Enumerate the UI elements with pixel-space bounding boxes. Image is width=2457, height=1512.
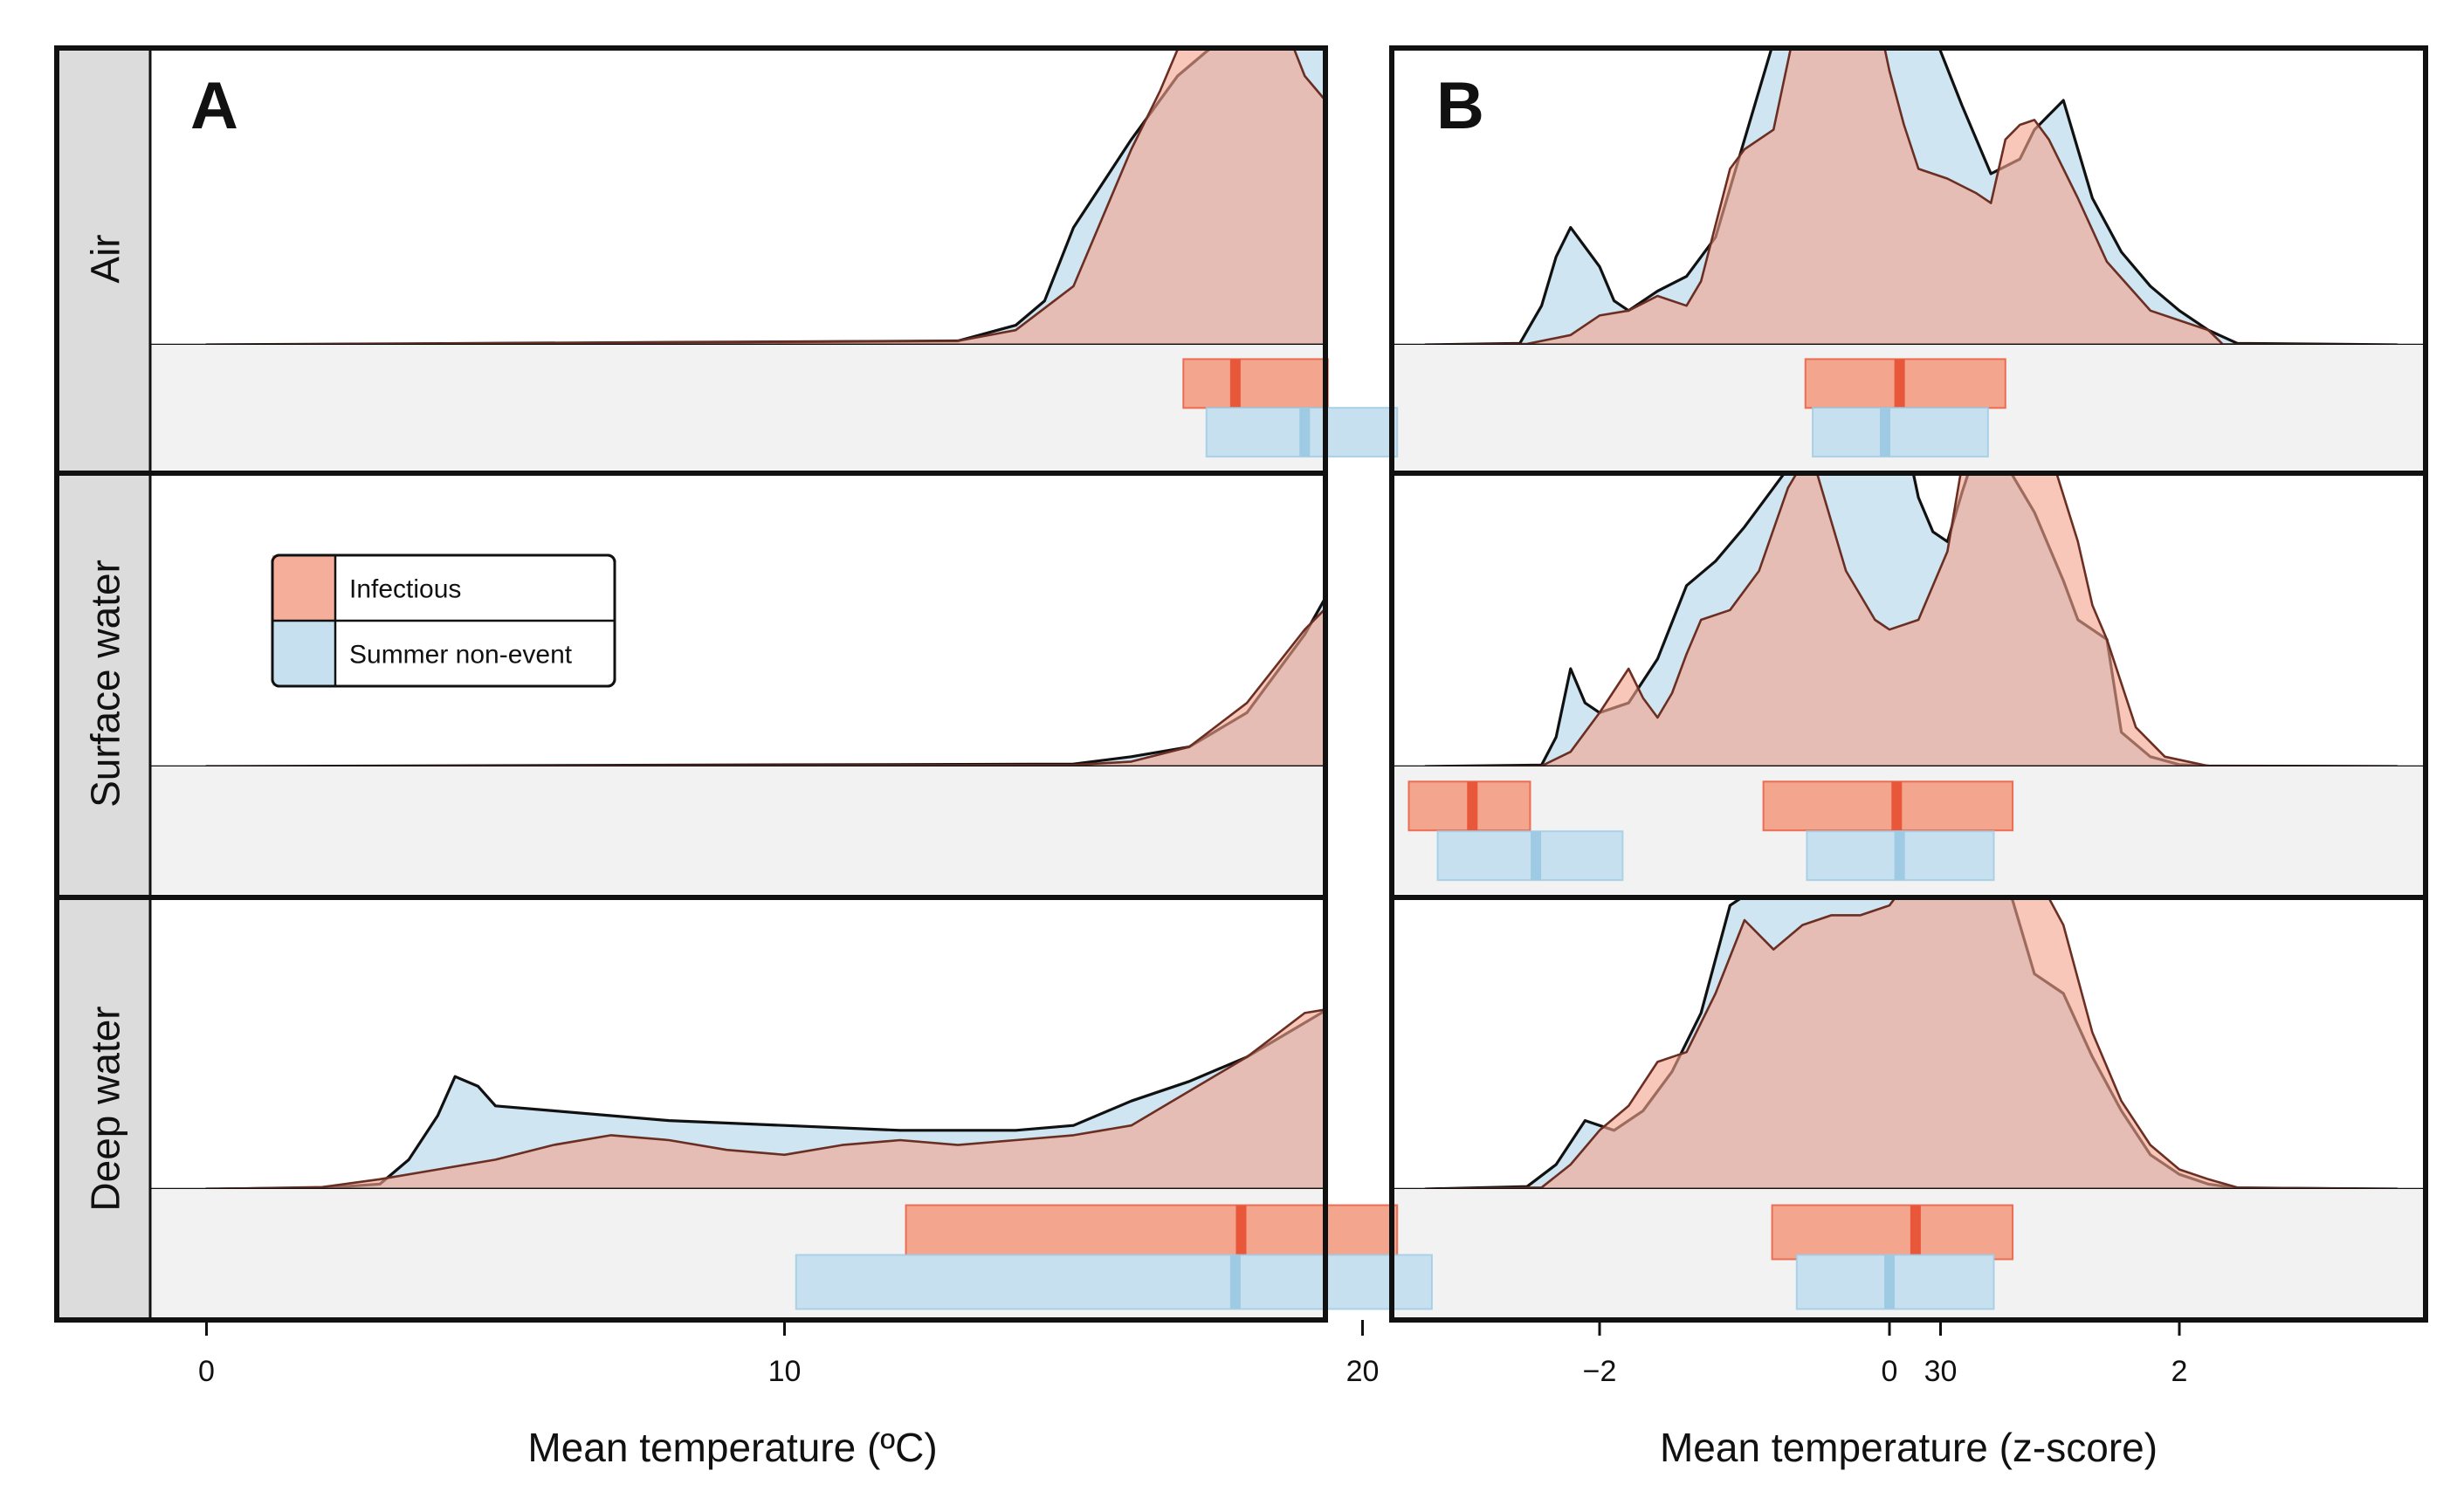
interval-band-infectious-a-air xyxy=(1182,358,1329,409)
strip-label-surface-water: Surface water xyxy=(83,560,128,808)
x-tick-label-a-1: 10 xyxy=(768,1355,802,1388)
legend-swatch-summer-non-event xyxy=(272,621,335,686)
legend: Infectious Summer non-event xyxy=(271,553,616,688)
density-group-b-deep-water xyxy=(1392,897,2426,1189)
density-infectious-a-deep-water xyxy=(205,1008,1325,1189)
x-tick-label-a-3: 30 xyxy=(1924,1355,1958,1388)
median-mark-summer-non-event-a-deep-water xyxy=(1229,1254,1241,1309)
median-mark-infectious-b-air xyxy=(1894,359,1905,409)
x-tick-label-a-0: 0 xyxy=(198,1355,215,1388)
density-infectious-a-surface-water xyxy=(205,607,1325,766)
median-mark-summer-non-event-a-air xyxy=(1299,408,1311,457)
interval-area-a-surface-water xyxy=(150,766,1325,894)
density-group-a-air xyxy=(150,48,1325,345)
legend-swatch-infectious xyxy=(272,555,335,621)
x-tick-label-a-2: 20 xyxy=(1346,1355,1380,1388)
x-tick-label-b-2: 2 xyxy=(2171,1355,2188,1388)
interval-area-a-air xyxy=(150,345,1325,470)
interval-band-infectious-b-air xyxy=(1804,358,2006,409)
strip-label-deep-water: Deep water xyxy=(83,1006,128,1211)
x-tick-label-b-1: 0 xyxy=(1882,1355,1898,1388)
density-infectious-b-surface-water xyxy=(1424,473,2398,766)
interval-band-summer-non-event-a-surface-water xyxy=(1436,830,1624,882)
density-infectious-b-air xyxy=(1424,48,2398,345)
density-group-a-surface-water xyxy=(150,594,1325,766)
median-mark-infectious-b-surface-water xyxy=(1891,781,1903,831)
median-mark-summer-non-event-b-air xyxy=(1880,408,1891,457)
density-group-a-deep-water xyxy=(150,1008,1325,1189)
interval-band-summer-non-event-b-deep-water xyxy=(1795,1254,1995,1310)
interval-band-summer-non-event-b-air xyxy=(1812,407,1989,458)
interval-band-infectious-b-deep-water xyxy=(1771,1204,2014,1261)
strip-label-air: Air xyxy=(83,234,128,283)
x-tick-label-b-0: −2 xyxy=(1583,1355,1617,1388)
x-axis-title-a: Mean temperature (ºC) xyxy=(527,1425,937,1470)
row-strip-background xyxy=(57,48,150,1320)
median-mark-infectious-a-surface-water xyxy=(1467,781,1478,831)
density-infectious-a-air xyxy=(205,48,1325,345)
median-mark-summer-non-event-b-surface-water xyxy=(1894,831,1905,881)
x-axis-title-b: Mean temperature (z-score) xyxy=(1660,1425,2158,1470)
legend-label-infectious: Infectious xyxy=(349,575,461,604)
median-mark-infectious-a-air xyxy=(1229,359,1241,409)
panel-letter-a: A xyxy=(190,69,238,143)
interval-band-infectious-b-surface-water xyxy=(1762,780,2014,832)
interval-band-infectious-a-deep-water xyxy=(905,1204,1399,1261)
panel-letter-b: B xyxy=(1436,69,1484,143)
interval-band-summer-non-event-a-deep-water xyxy=(795,1254,1433,1310)
panel-border-a xyxy=(54,45,1328,1323)
median-mark-infectious-a-deep-water xyxy=(1235,1205,1247,1260)
density-group-b-air xyxy=(1392,48,2426,345)
density-infectious-b-deep-water xyxy=(1424,897,2398,1189)
panel-border-b xyxy=(1389,45,2428,1323)
legend-label-summer-non-event: Summer non-event xyxy=(349,641,573,670)
median-mark-summer-non-event-a-surface-water xyxy=(1531,831,1542,881)
median-mark-summer-non-event-b-deep-water xyxy=(1884,1254,1895,1309)
median-mark-infectious-b-deep-water xyxy=(1910,1205,1921,1260)
density-group-b-surface-water xyxy=(1392,473,2426,766)
